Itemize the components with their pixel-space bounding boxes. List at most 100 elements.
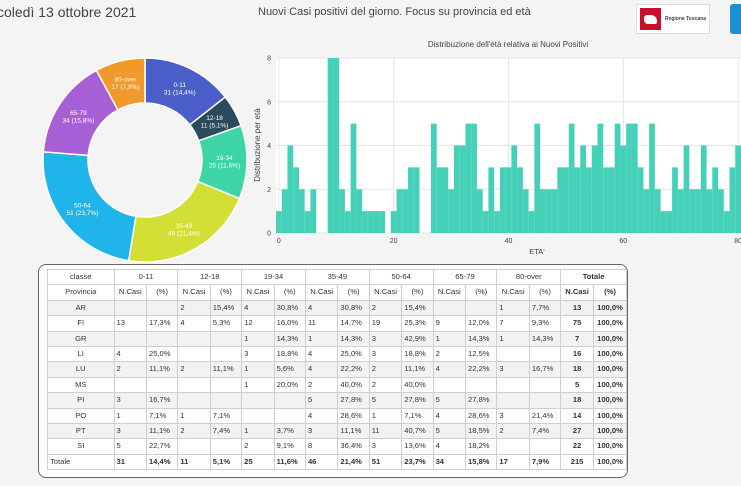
histogram-bar — [471, 123, 477, 233]
percent-cell: 42,9% — [401, 330, 434, 348]
percent-cell: 15,8% — [465, 453, 498, 471]
n-cases-cell: 2 — [368, 299, 403, 317]
histogram-bar — [586, 167, 592, 233]
total-n-cell: 18 — [560, 392, 594, 409]
percent-cell: 16,7% — [145, 392, 179, 409]
percent-cell: 17,3% — [145, 315, 179, 332]
histogram-bar — [551, 189, 558, 233]
percent-cell: 7,9% — [528, 453, 562, 471]
histogram-bar — [287, 145, 294, 233]
table-row: LI 4 25,0% 3 18,8% 4 25,0% 3 18,8% 2 12,5% 16 100,0% — [47, 346, 627, 363]
age-group-header: 50-64 — [368, 268, 434, 286]
percent-cell — [209, 346, 243, 363]
percent-cell: 27,8% — [337, 392, 370, 409]
percent-header: (%) — [465, 284, 498, 301]
percent-cell: 3,7% — [273, 423, 306, 440]
age-group-header: 19-34 — [241, 268, 306, 286]
province-header: Provincia — [47, 284, 115, 301]
n-cases-cell: 1 — [113, 407, 147, 425]
n-cases-cell — [113, 299, 147, 317]
percent-cell: 7,4% — [209, 423, 243, 440]
partner-logo — [730, 4, 741, 34]
percent-cell: 11,1% — [145, 423, 179, 440]
histogram-bar — [608, 167, 615, 233]
n-cases-cell: 2 — [177, 423, 211, 440]
percent-cell — [528, 392, 562, 409]
n-cases-cell — [496, 392, 530, 409]
total-percent-cell: 100,0% — [592, 376, 627, 394]
n-cases-cell — [113, 330, 147, 348]
histogram-bar — [453, 145, 460, 233]
percent-cell: 11,1% — [209, 361, 243, 378]
histogram-bar — [718, 189, 724, 233]
histogram-bar — [505, 167, 512, 233]
n-cases-header: N.Casi — [368, 284, 403, 301]
percent-cell: 30,8% — [337, 299, 370, 317]
histogram-bar — [390, 211, 397, 233]
percent-header: (%) — [401, 284, 434, 301]
n-cases-cell — [496, 376, 530, 394]
total-header: Totale — [560, 268, 627, 286]
province-table-card: classe 0-11 12-18 19-34 35-49 50-64 65-79 80-ov… — [38, 264, 628, 478]
n-cases-cell — [432, 299, 467, 317]
n-cases-cell: 3 — [496, 361, 530, 378]
n-cases-cell — [177, 330, 211, 348]
percent-cell: 11,1% — [337, 423, 370, 440]
n-cases-cell: 1 — [368, 407, 403, 425]
total-n-cell: 16 — [560, 346, 594, 363]
histogram-bar — [654, 189, 661, 233]
percent-cell: 15,4% — [401, 299, 434, 317]
histogram-bar — [511, 145, 518, 233]
table-row: PI 3 16,7% 5 27,8% 5 27,8% 5 27,8% 18 100,0% — [47, 392, 627, 409]
histogram-bar — [723, 211, 730, 233]
histogram-bar — [431, 123, 437, 233]
histogram-bar — [729, 167, 736, 233]
n-cases-cell: 2 — [368, 376, 403, 394]
percent-cell — [528, 376, 562, 394]
percent-cell: 7,1% — [145, 407, 179, 425]
n-cases-cell: 4 — [304, 407, 339, 425]
percent-cell — [209, 330, 243, 348]
histogram-bar — [379, 211, 386, 233]
histogram-bar — [293, 167, 299, 233]
slice-value-80-over: 17 (7,9%) — [111, 84, 139, 91]
n-cases-cell: 4 — [241, 299, 275, 317]
percent-cell — [528, 438, 562, 455]
n-cases-cell: 7 — [496, 315, 530, 332]
slice-value-19-34: 25 (11,6%) — [209, 163, 240, 170]
percent-cell — [209, 392, 243, 409]
slice-label-50-64: 50-64 — [74, 203, 91, 210]
total-percent-cell: 100,0% — [592, 423, 627, 440]
percent-cell: 18,5% — [465, 423, 498, 440]
percent-cell: 7,7% — [528, 299, 562, 317]
percent-cell: 21,4% — [528, 407, 562, 425]
total-percent-cell: 100,0% — [592, 407, 627, 425]
total-percent-cell: 100,0% — [592, 453, 627, 471]
percent-cell — [273, 407, 306, 425]
page-subtitle: Nuovi Casi positivi del giorno. Focus su… — [258, 6, 531, 18]
n-cases-cell: 3 — [304, 423, 339, 440]
province-name: PO — [47, 407, 115, 425]
total-percent-cell: 100,0% — [592, 346, 627, 363]
n-cases-cell: 46 — [304, 453, 339, 471]
logo-text: Regione Toscana — [664, 16, 706, 22]
province-name: FI — [47, 315, 115, 332]
table-row: PO 1 7,1% 1 7,1% 4 28,6% 1 7,1% 4 28,6% 3 21,4% 14 100… — [47, 407, 627, 425]
total-n-header: N.Casi — [560, 284, 594, 301]
province-name: AR — [47, 299, 115, 317]
percent-cell: 16,7% — [528, 361, 562, 378]
n-cases-cell: 4 — [177, 315, 211, 332]
histogram-bar — [327, 58, 334, 233]
percent-cell — [145, 330, 179, 348]
histogram-bar — [672, 167, 678, 233]
n-cases-cell: 31 — [113, 453, 147, 471]
n-cases-cell — [496, 438, 530, 455]
total-n-cell: 13 — [560, 299, 594, 317]
table-row: LU 2 11,1% 2 11,1% 1 5,6% 4 22,2% 2 11,1% 4 22,2% 3 16… — [47, 361, 627, 378]
histogram-bar — [356, 189, 363, 233]
y-tick-label: 2 — [267, 187, 271, 194]
slice-value-65-79: 34 (15,8%) — [62, 118, 94, 125]
table-row: MS 1 20,0% 2 40,0% 2 40,0% 5 100,0% — [47, 376, 627, 394]
total-percent-cell: 100,0% — [592, 299, 627, 317]
histogram-bar — [339, 189, 345, 233]
